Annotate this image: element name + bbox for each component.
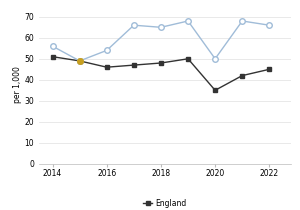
Line: England: England <box>50 54 272 93</box>
England <box>78 60 81 62</box>
England <box>268 68 271 71</box>
Legend: England, York: England, York <box>140 196 190 210</box>
England <box>186 58 190 60</box>
York <box>268 24 271 26</box>
York <box>51 45 54 47</box>
York <box>105 49 109 52</box>
England <box>51 55 54 58</box>
York <box>213 58 217 60</box>
England <box>159 62 163 64</box>
York <box>78 60 81 62</box>
England <box>105 66 109 68</box>
Line: York: York <box>50 18 272 64</box>
York <box>240 20 244 22</box>
England <box>240 74 244 77</box>
York <box>186 20 190 22</box>
England <box>132 64 136 66</box>
England <box>213 89 217 92</box>
Y-axis label: per 1,000: per 1,000 <box>13 67 22 104</box>
York <box>159 26 163 29</box>
York <box>132 24 136 26</box>
